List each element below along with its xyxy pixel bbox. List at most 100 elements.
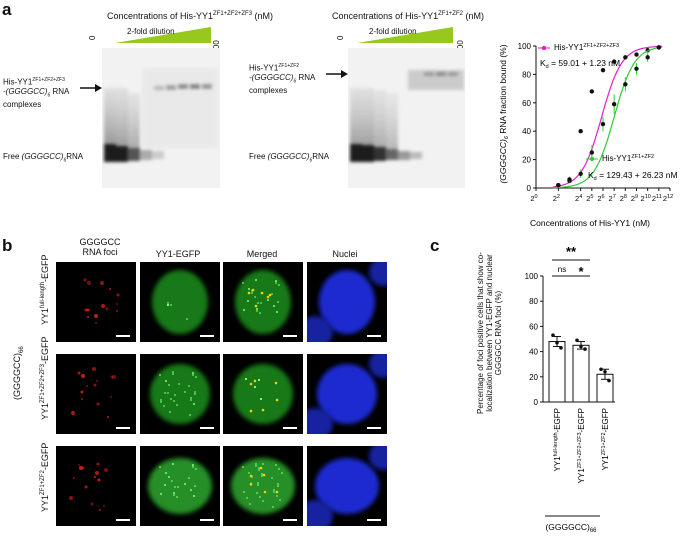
binding-x-tick-label: 20 <box>530 194 537 203</box>
bar-category-label: YY1full-length-EGFP <box>553 408 562 471</box>
gel2-complex-label: His-YY1ZF1+ZF2 -(GGGGCC)6 RNA complexes <box>249 63 316 96</box>
micrograph-row1-merged <box>223 262 303 342</box>
gel2-free-label: Free (GGGGCC)6RNA <box>249 152 330 164</box>
data-point-series-2 <box>589 150 595 155</box>
micrograph-row2-nuclei <box>307 354 387 434</box>
binding-xlabel: Concentrations of His-YY1 (nM) <box>530 218 650 228</box>
panel-c-letter: c <box>430 236 440 255</box>
data-point-series-1 <box>589 89 595 94</box>
scale-bar <box>283 519 297 521</box>
bar-y-tick-label: 40 <box>529 348 538 357</box>
scale-bar <box>367 519 381 521</box>
micrograph-row1-yy1-egfp <box>140 262 220 342</box>
bar-point <box>607 378 611 383</box>
scale-bar <box>367 427 381 429</box>
data-point-series-2 <box>656 45 662 50</box>
data-point-series-2 <box>600 121 606 127</box>
micrograph-row3-nuclei <box>307 446 387 526</box>
bar-point <box>599 367 603 372</box>
panel-b-letter: b <box>2 236 13 255</box>
panel-c-ylabel: Percentage of foci positive cells that s… <box>476 252 503 414</box>
sig-outer: ** <box>566 244 577 259</box>
binding-x-tick-label: 22 <box>553 194 560 203</box>
data-point-series-2 <box>623 82 628 87</box>
binding-x-tick-label: 24 <box>575 194 582 203</box>
sig-ns: ns <box>558 265 566 274</box>
panel-c-group-label: (GGGGCC)66 <box>545 522 597 534</box>
scale-bar <box>200 427 214 429</box>
scale-bar <box>200 519 214 521</box>
col-header-yy1-egfp: YY1-EGFP <box>155 249 201 259</box>
bar-point <box>555 340 559 345</box>
bar-y-tick-label: 80 <box>529 297 538 306</box>
row-label-zf12: YY1ZF1+ZF2-EGFP <box>40 442 50 512</box>
gel2-dilution-wedge <box>357 27 453 43</box>
bar-point <box>559 346 563 350</box>
bar-category-label: YY1ZF1+ZF2-EGFP <box>601 408 610 470</box>
gel2-title: Concentrations of His-YY1ZF1+ZF2 (nM) <box>332 11 484 21</box>
bar-y-tick-label: 100 <box>525 272 539 281</box>
bar-y-tick-label: 0 <box>534 398 539 407</box>
micrograph-row2-merged <box>223 354 303 434</box>
panel-a-letter: a <box>2 0 12 19</box>
binding-x-tick-label: 211 <box>652 194 662 203</box>
bar-point <box>551 333 555 338</box>
fit-curve-series-2 <box>552 46 663 189</box>
binding-y-tick-label: 100 <box>518 42 532 51</box>
sig-inner: * <box>578 264 584 279</box>
col-header-merged: Merged <box>246 249 278 259</box>
bar-2 <box>572 344 590 403</box>
gel2-conc-zero: 0 <box>336 35 345 40</box>
data-point-series-2 <box>567 177 572 182</box>
col-header-rna-foci: GGGGCC RNA foci <box>79 237 121 257</box>
scale-bar <box>283 427 297 429</box>
colocalization-bar-chart: 0 20 40 60 80 100 YY1full-length-EGFP YY1ZF1+Z… <box>525 244 615 534</box>
data-point-series-1 <box>634 52 639 57</box>
binding-ylabel: (GGGGCC)6 RNA fraction bound (%) <box>498 44 510 183</box>
binding-marks <box>552 45 663 189</box>
bar-category-label: YY1ZF1+ZF2+ZF3-EGFP <box>577 408 586 483</box>
binding-x-tick-label: 28 <box>620 194 627 203</box>
data-point-series-1 <box>611 59 617 64</box>
data-point-series-2 <box>556 182 561 188</box>
bar-point <box>583 347 587 351</box>
gel1-complex-label: His-YY1ZF1+ZF2+ZF3 -(GGGGCC)6 RNA comple… <box>3 77 70 110</box>
gel2-dilution-label: 2-fold dilution <box>369 27 417 36</box>
gel2-complex-arrow <box>326 70 348 78</box>
panel-b-group-label: (GGGGCC)66 <box>12 346 25 400</box>
gel1-dilution-label: 2-fold dilution <box>127 27 175 36</box>
legend2-kd: Kd = 129.43 + 26.23 nM <box>588 170 678 182</box>
bar-point <box>603 369 607 374</box>
gel1-free-label: Free (GGGGCC)6RNA <box>3 152 84 164</box>
binding-y-tick-label: 0 <box>527 184 532 193</box>
binding-x-tick-label: 29 <box>631 194 638 203</box>
row-label-zf123: YY1ZF1+ZF2+ZF3-EGFP <box>40 336 50 420</box>
binding-x-tick-label: 212 <box>663 194 673 203</box>
bar-y-tick-label: 60 <box>529 322 538 331</box>
micrograph-row1-nuclei <box>307 262 387 342</box>
binding-x-tick-label: 26 <box>597 194 604 203</box>
micrograph-row3-rna-foci <box>56 446 136 526</box>
micrograph-row2-rna-foci <box>56 354 136 434</box>
binding-x-tick-label: 25 <box>586 194 593 203</box>
data-point-series-2 <box>578 171 583 176</box>
gel1-conc-zero: 0 <box>88 35 97 40</box>
gel1-complex-arrow <box>80 84 102 92</box>
micrograph-row2-yy1-egfp <box>140 354 220 434</box>
bar-point <box>579 344 583 349</box>
data-point-series-2 <box>645 55 650 60</box>
gel1-image <box>102 48 220 188</box>
gel2-image <box>348 48 465 188</box>
binding-y-tick-label: 80 <box>522 70 531 79</box>
scale-bar <box>116 427 130 429</box>
data-point-series-1 <box>623 55 628 60</box>
micrograph-row1-rna-foci <box>56 262 136 342</box>
data-point-series-1 <box>578 129 583 134</box>
col-header-nuclei: Nuclei <box>332 249 358 259</box>
scale-bar <box>367 335 381 337</box>
micrograph-row3-yy1-egfp <box>140 446 220 526</box>
binding-x-tick-label: 27 <box>609 194 616 203</box>
legend2-label: His-YY1ZF1+ZF2 <box>602 154 654 163</box>
gel1-title: Concentrations of His-YY1ZF1+ZF2+ZF3 (nM… <box>106 11 274 21</box>
binding-y-tick-label: 40 <box>522 127 531 136</box>
